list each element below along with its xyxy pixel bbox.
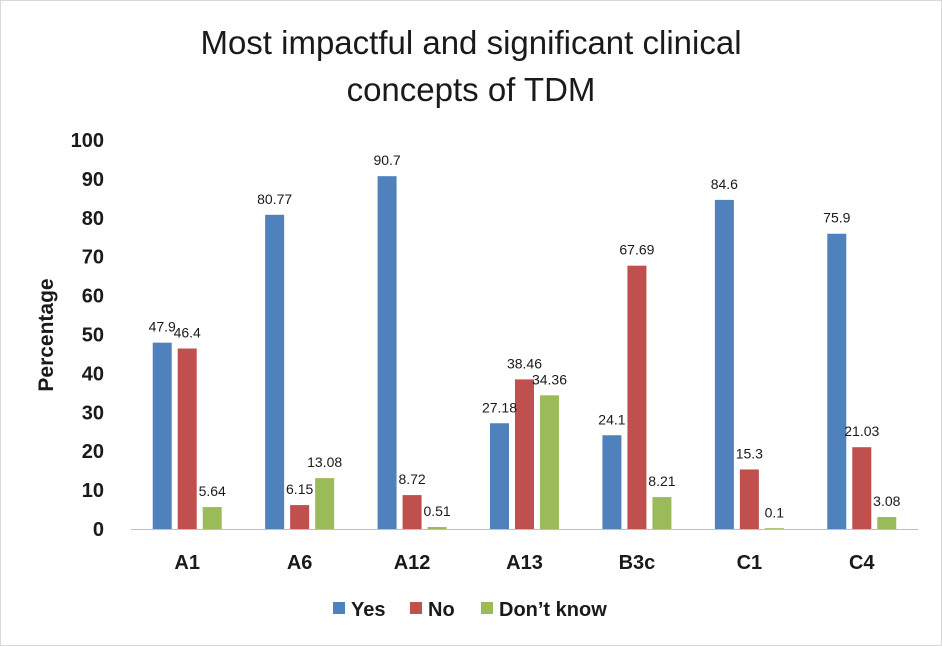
bar-a13-don-t-know (540, 395, 559, 529)
data-label: 46.4 (174, 325, 201, 341)
bar-a1-yes (152, 342, 172, 529)
x-tick-label: A13 (506, 552, 543, 574)
x-tick-label: C4 (849, 552, 875, 574)
bar-c4-don-t-know (877, 517, 897, 529)
y-tick-label: 30 (82, 402, 104, 424)
x-tick-label: C1 (737, 552, 763, 574)
data-label: 0.51 (423, 503, 450, 519)
data-label: 47.9 (149, 319, 176, 335)
data-label: 27.18 (482, 399, 517, 415)
x-tick-label: B3c (619, 552, 656, 574)
data-label: 15.3 (736, 445, 763, 461)
y-tick-label: 10 (82, 480, 104, 502)
x-tick-label: A6 (287, 552, 313, 574)
bar-a13-yes (490, 423, 509, 529)
y-tick-label: 70 (82, 247, 104, 269)
y-tick-label: 90 (82, 169, 104, 191)
data-label: 90.7 (373, 152, 400, 168)
bar-b3c-don-t-know (652, 497, 672, 529)
data-label: 8.72 (398, 471, 425, 487)
x-tick-label: A12 (394, 552, 431, 574)
data-label: 0.1 (765, 505, 785, 521)
y-tick-label: 50 (82, 325, 104, 347)
data-label: 84.6 (711, 176, 738, 192)
bar-b3c-yes (602, 435, 622, 529)
chart-title-line-2: concepts of TDM (347, 71, 596, 108)
bar-c4-no (852, 447, 872, 529)
data-label: 8.21 (648, 473, 675, 489)
bar-a6-yes (265, 214, 285, 530)
legend-label: Yes (351, 599, 385, 621)
data-label: 6.15 (286, 481, 313, 497)
legend-swatch-don-t-know (481, 602, 493, 614)
data-label: 80.77 (257, 191, 292, 207)
bar-a13-no (515, 379, 534, 529)
y-tick-label: 40 (82, 363, 104, 385)
bar-c1-yes (714, 199, 734, 529)
legend-swatch-no (410, 602, 422, 614)
data-label: 34.36 (532, 371, 567, 387)
chart-title-line-1: Most impactful and significant clinical (200, 24, 741, 61)
y-axis-label: Percentage (35, 278, 58, 391)
data-label: 3.08 (873, 493, 900, 509)
bar-b3c-no (627, 265, 647, 529)
bar-c1-don-t-know (764, 528, 784, 529)
legend-label: No (428, 599, 455, 621)
bar-a1-no (177, 348, 197, 529)
data-label: 67.69 (619, 242, 654, 258)
bar-a1-don-t-know (202, 507, 222, 529)
data-label: 21.03 (844, 423, 879, 439)
y-tick-label: 80 (82, 208, 104, 230)
y-tick-label: 0 (93, 519, 104, 541)
bar-c4-yes (827, 233, 847, 529)
bar-a12-yes (377, 176, 397, 529)
data-label: 75.9 (823, 210, 850, 226)
x-tick-label: A1 (174, 552, 200, 574)
data-label: 38.46 (507, 355, 542, 371)
y-tick-label: 60 (82, 286, 104, 308)
bar-a12-don-t-know (427, 527, 447, 529)
bar-c1-no (739, 469, 759, 529)
bar-a12-no (402, 495, 422, 529)
bar-a6-no (290, 505, 310, 529)
data-label: 24.1 (598, 411, 625, 427)
data-label: 13.08 (307, 454, 342, 470)
y-tick-label: 20 (82, 441, 104, 463)
bar-a6-don-t-know (315, 478, 335, 529)
data-label: 5.64 (199, 483, 226, 499)
legend-swatch-yes (333, 602, 345, 614)
legend-label: Don’t know (499, 599, 607, 621)
y-tick-label: 100 (71, 130, 104, 152)
